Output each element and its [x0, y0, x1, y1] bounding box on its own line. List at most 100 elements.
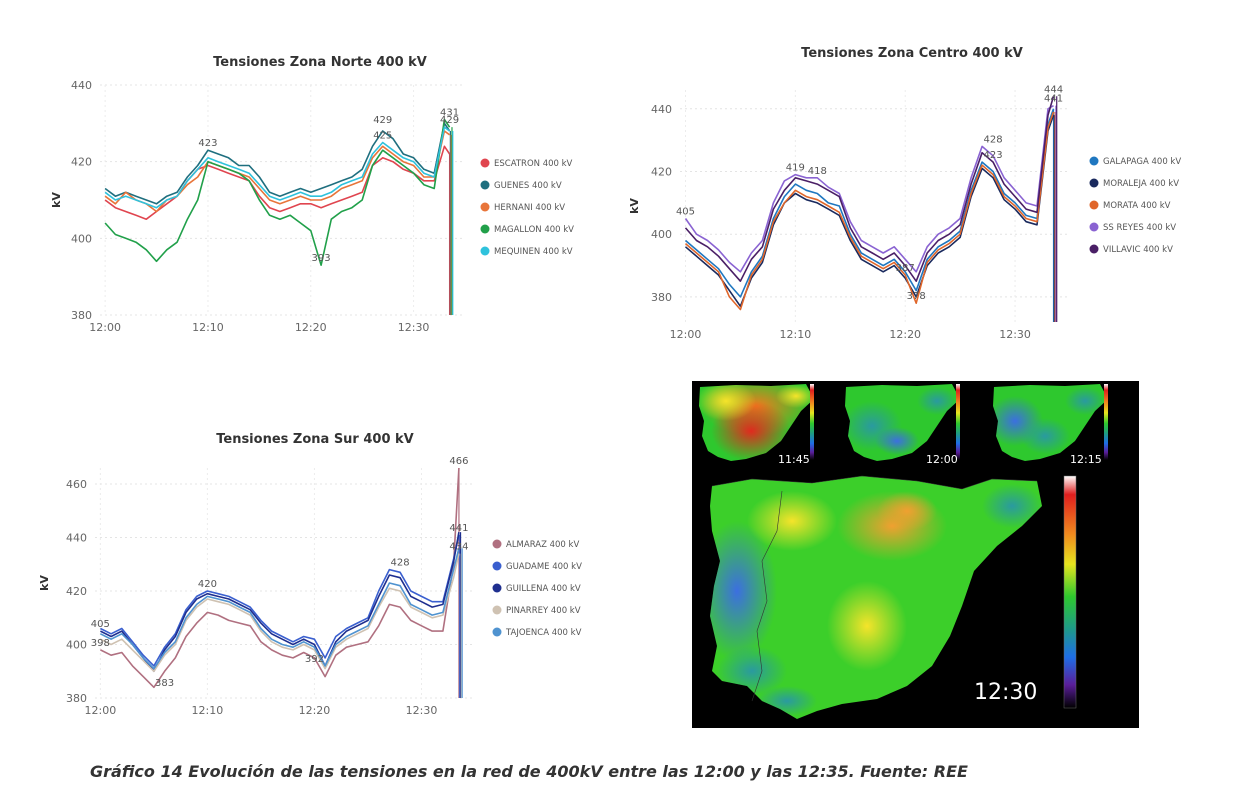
chart-zona-centro-svg: Tensiones Zona Centro 400 kV 380 400 420 440…	[628, 46, 1181, 341]
series-line-4	[104, 126, 451, 209]
voltage-heatmap-panel: 11:45 12:00 12:15	[692, 381, 1139, 728]
legend-marker	[1089, 244, 1099, 254]
series-line-3	[100, 553, 460, 673]
chart-zona-norte-svg: Tensiones Zona Norte 400 kV 380 400 420 440 1…	[50, 55, 574, 334]
data-label: 419	[786, 163, 805, 174]
y-tick-label: 400	[651, 228, 672, 241]
x-tick-label: 12:30	[406, 704, 438, 717]
y-tick-label: 400	[71, 232, 92, 245]
legend-label: TAJOENCA 400 kV	[505, 628, 582, 638]
series-line-3	[684, 105, 1054, 273]
chart-zona-norte: Tensiones Zona Norte 400 kV 380 400 420 440 1…	[40, 40, 600, 344]
y-tick-label: 380	[71, 309, 92, 322]
x-tick-label: 12:00	[670, 328, 702, 341]
legend-label: MEQUINEN 400 kV	[494, 247, 573, 257]
chart-title: Tensiones Zona Centro 400 kV	[801, 46, 1023, 61]
series-line-0	[100, 467, 460, 689]
data-label: 428	[984, 134, 1003, 145]
data-label: 405	[91, 619, 110, 630]
x-tick-label: 12:20	[889, 328, 921, 341]
legend-label: MORATA 400 kV	[1103, 201, 1171, 211]
y-axis-label: kV	[50, 192, 63, 208]
data-label: 405	[676, 207, 695, 218]
x-tick-label: 12:00	[89, 321, 121, 334]
chart-zona-centro: Tensiones Zona Centro 400 kV 380 400 420 440…	[620, 35, 1220, 359]
series-line-0	[104, 145, 451, 220]
legend-label: GUILLENA 400 kV	[506, 584, 581, 594]
data-label: 429	[440, 115, 459, 126]
y-tick-label: 460	[66, 478, 87, 491]
data-label: 423	[198, 138, 217, 149]
x-tick-label: 12:10	[192, 321, 224, 334]
x-tick-label: 12:00	[85, 704, 117, 717]
legend-label: PINARREY 400 kV	[506, 606, 581, 616]
legend-label: HERNANI 400 kV	[494, 203, 565, 213]
legend-marker	[1089, 156, 1099, 166]
data-label: 444	[1044, 84, 1063, 95]
y-tick-label: 420	[66, 585, 87, 598]
data-label: 398	[91, 638, 110, 649]
y-tick-label: 400	[66, 639, 87, 652]
y-tick-label: 380	[66, 692, 87, 705]
y-tick-label: 420	[71, 156, 92, 169]
series-line-3	[104, 118, 451, 266]
legend-marker	[492, 583, 502, 593]
data-label: 378	[907, 291, 926, 302]
small-time-label-3: 12:15	[1070, 453, 1102, 466]
legend-marker	[492, 561, 502, 571]
legend-marker	[1089, 178, 1099, 188]
series-line-4	[684, 96, 1055, 282]
data-label: 425	[373, 131, 392, 142]
data-label: 383	[155, 678, 174, 689]
data-label: 423	[984, 150, 1003, 161]
legend-marker	[492, 627, 502, 637]
legend-marker	[1089, 200, 1099, 210]
data-label: 429	[373, 115, 392, 126]
series-line-0	[684, 108, 1055, 298]
data-label: 431	[440, 108, 459, 119]
data-label: 392	[305, 654, 324, 665]
small-time-label-2: 12:00	[926, 453, 958, 466]
data-label: 441	[1044, 94, 1063, 105]
chart-title: Tensiones Zona Sur 400 kV	[216, 432, 414, 447]
voltage-heatmap-svg: 11:45 12:00 12:15	[699, 384, 1108, 719]
legend-label: SS REYES 400 kV	[1103, 223, 1176, 233]
y-axis-label: kV	[38, 575, 51, 591]
legend-label: GALAPAGA 400 kV	[1103, 157, 1181, 167]
y-tick-label: 440	[651, 103, 672, 116]
x-tick-label: 12:20	[295, 321, 327, 334]
legend-label: ESCATRON 400 kV	[494, 159, 573, 169]
data-label: 434	[449, 542, 468, 553]
heatmap-small-1200: 12:00	[845, 384, 960, 466]
data-label: 441	[449, 523, 468, 534]
series-line-1	[100, 534, 460, 667]
legend-marker	[492, 539, 502, 549]
data-label: 387	[896, 263, 915, 274]
x-tick-label: 12:30	[999, 328, 1031, 341]
x-tick-label: 12:10	[780, 328, 812, 341]
data-label: 393	[312, 253, 331, 264]
legend-label: GUENES 400 kV	[494, 181, 562, 191]
chart-title: Tensiones Zona Norte 400 kV	[213, 55, 427, 70]
series-line-2	[684, 111, 1055, 311]
series-line-4	[100, 548, 460, 670]
large-time-label: 12:30	[974, 680, 1037, 705]
legend-label: VILLAVIC 400 kV	[1103, 245, 1173, 255]
heatmap-small-1215: 12:15	[993, 384, 1108, 466]
x-tick-label: 12:10	[192, 704, 224, 717]
chart-zona-sur-svg: Tensiones Zona Sur 400 kV 380 400 420 440 460…	[38, 432, 582, 717]
legend-marker	[480, 180, 490, 190]
legend-marker	[480, 246, 490, 256]
x-tick-label: 12:20	[299, 704, 331, 717]
legend-label: ALMARAZ 400 kV	[506, 540, 579, 550]
figure-caption: Gráfico 14 Evolución de las tensiones en…	[90, 762, 968, 781]
y-tick-label: 380	[651, 291, 672, 304]
legend-marker	[480, 202, 490, 212]
legend-marker	[480, 224, 490, 234]
legend-label: MAGALLON 400 kV	[494, 225, 574, 235]
heatmap-small-1145: 11:45	[699, 384, 814, 466]
legend-marker	[492, 605, 502, 615]
heatmap-large-1230: 12:30	[710, 475, 1077, 719]
y-tick-label: 440	[71, 79, 92, 92]
legend-label: GUADAME 400 kV	[506, 562, 582, 572]
